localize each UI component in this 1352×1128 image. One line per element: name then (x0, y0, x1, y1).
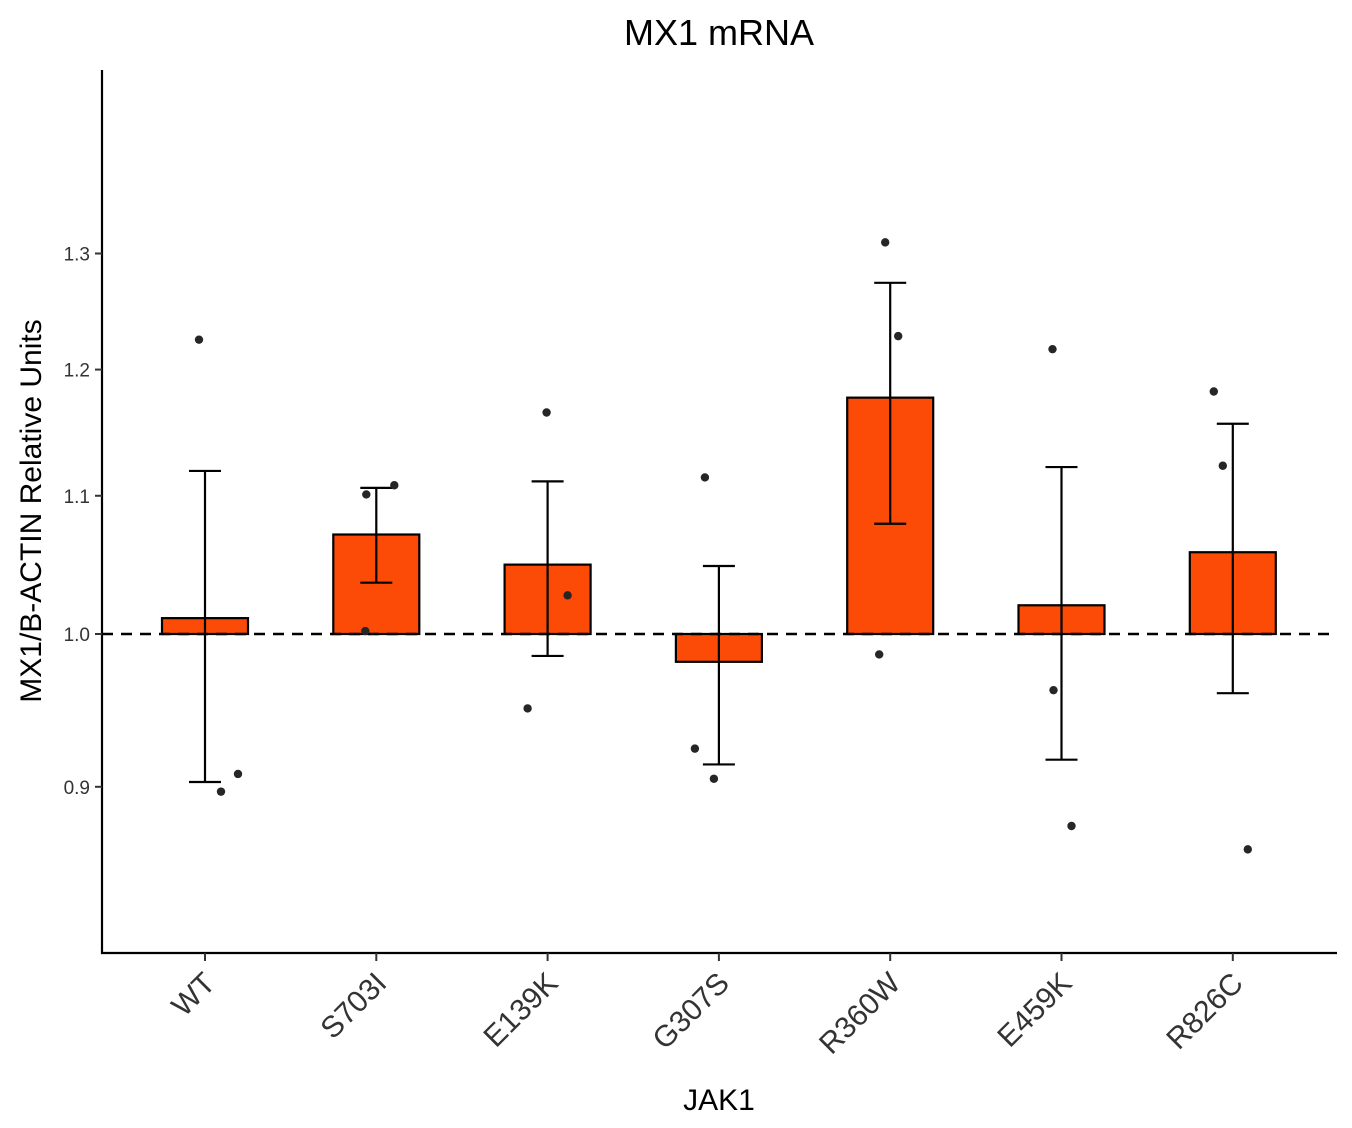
data-point-e459k (1067, 821, 1076, 831)
x-tick-label-s703i: S703I (314, 967, 393, 1046)
x-tick-label-r826c: R826C (1160, 967, 1249, 1056)
data-point-r360w (894, 331, 903, 341)
data-point-g307s (709, 774, 719, 783)
y-axis-title: MX1/B-ACTIN Relative Units (15, 319, 48, 702)
data-point-e139k (523, 704, 532, 713)
data-point-wt (233, 769, 243, 779)
data-point-g307s (690, 744, 700, 753)
y-tick-label: 0.9 (64, 778, 90, 799)
x-tick-label-e459k: E459K (991, 967, 1078, 1054)
x-axis-title: JAK1 (683, 1084, 755, 1117)
data-point-e139k (542, 408, 551, 417)
x-tick-label-wt: WT (166, 967, 222, 1023)
data-point-wt (216, 787, 226, 796)
data-point-g307s (700, 473, 710, 482)
data-point-r826c (1218, 461, 1228, 470)
data-point-e139k (563, 591, 572, 600)
data-point-s703i (361, 626, 370, 636)
data-point-r826c (1209, 387, 1219, 396)
data-point-wt (194, 335, 204, 344)
x-tick-label-r360w: R360W (813, 966, 908, 1061)
chart-title: MX1 mRNA (624, 12, 814, 53)
x-tick-label-g307s: G307S (646, 967, 735, 1056)
data-point-r826c (1243, 845, 1253, 854)
data-point-s703i (362, 490, 371, 499)
data-point-r360w (875, 650, 884, 659)
y-tick-label: 1.3 (64, 244, 90, 265)
y-tick-label: 1.1 (64, 487, 90, 508)
data-point-s703i (390, 481, 399, 490)
y-tick-label: 1.2 (64, 361, 90, 382)
data-point-e459k (1048, 344, 1057, 354)
plot-area: 0.9 1.0 1.1 1.2 1.3 WT S703I E139K G307S R360W E45… (64, 70, 1337, 1061)
y-tick-label: 1.0 (64, 625, 90, 646)
x-tick-label-e139k: E139K (478, 967, 565, 1054)
data-point-r360w (881, 238, 890, 247)
data-point-e459k (1049, 685, 1058, 695)
